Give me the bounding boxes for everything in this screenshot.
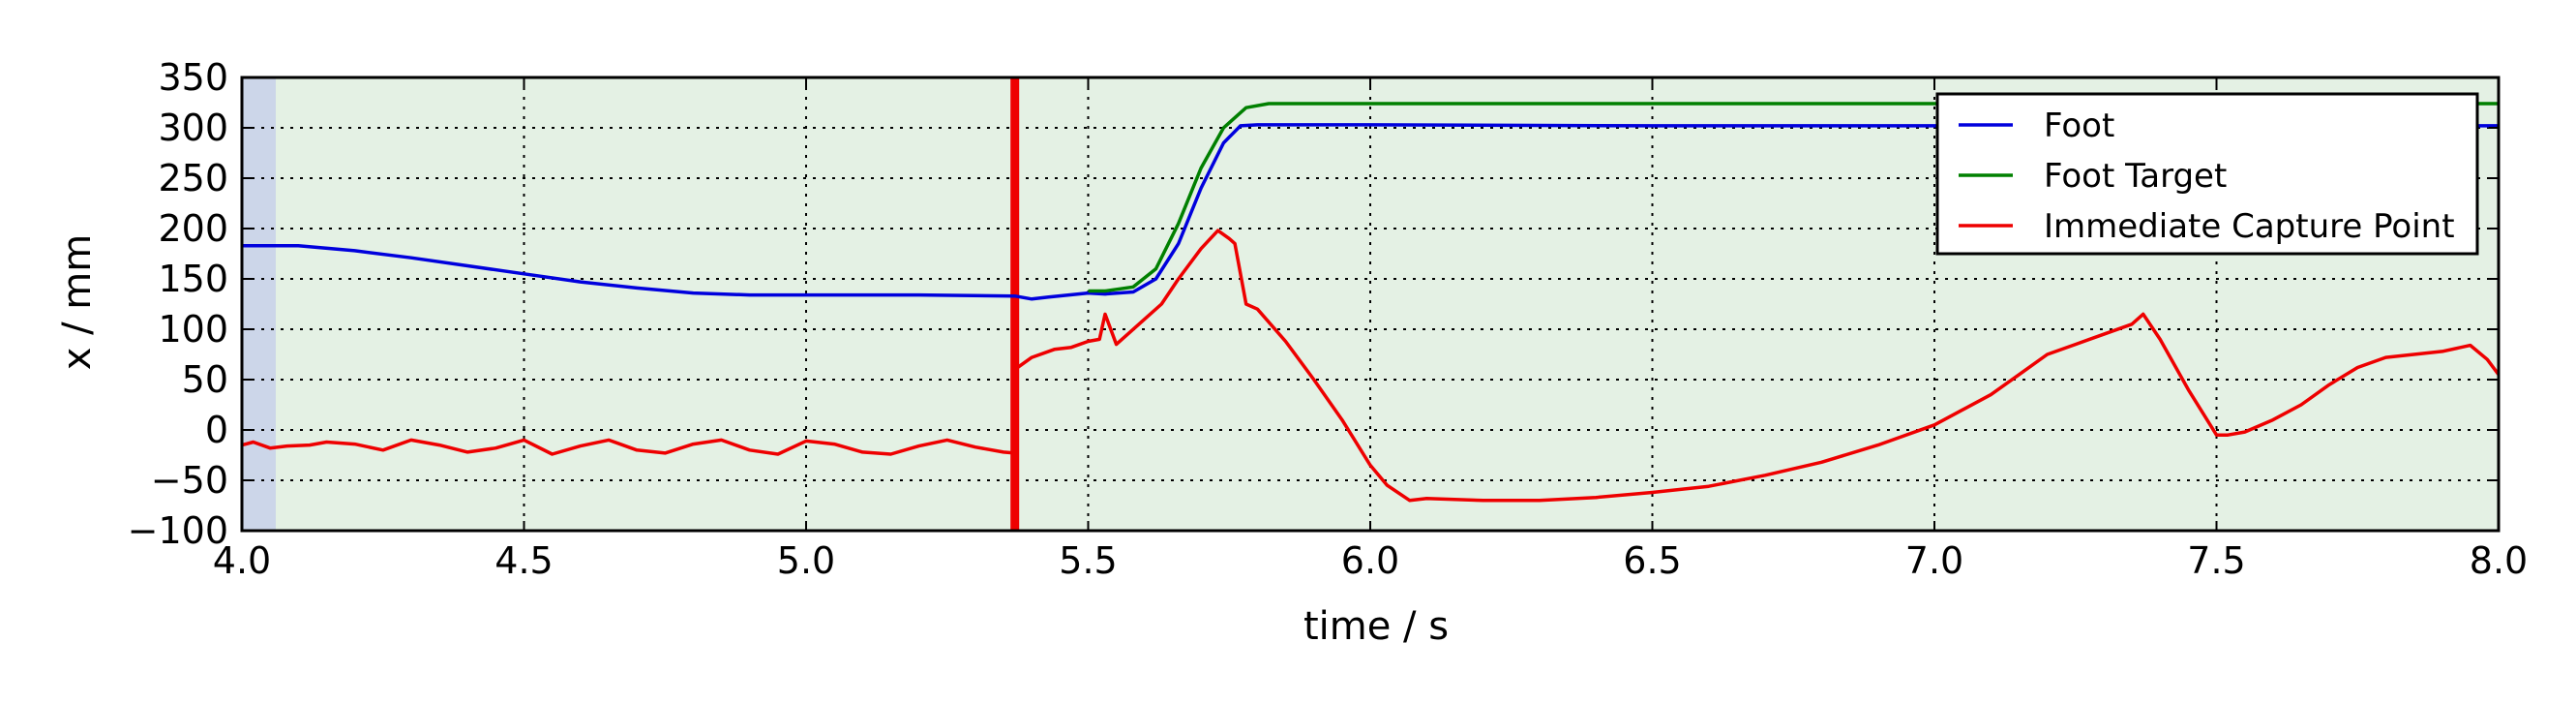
series-line-foot bbox=[242, 123, 2499, 301]
y-axis-label: x / mm bbox=[55, 234, 100, 371]
x-tick-label: 4.5 bbox=[494, 539, 553, 582]
grid bbox=[242, 77, 2499, 531]
y-tick-label: 300 bbox=[158, 107, 228, 149]
legend: Foot Foot Target Immediate Capture Point bbox=[1935, 92, 2479, 256]
series-lines bbox=[241, 102, 2501, 503]
y-tick-label: 100 bbox=[158, 308, 228, 351]
double-support-phase-region bbox=[242, 77, 276, 531]
x-tick-label: 8.0 bbox=[2470, 539, 2528, 582]
legend-label-foot: Foot bbox=[2044, 107, 2114, 145]
y-tick-label: 250 bbox=[158, 157, 228, 199]
x-tick-label: 6.0 bbox=[1341, 539, 1399, 582]
y-tick-label: 350 bbox=[158, 56, 228, 99]
legend-label-foot-target: Foot Target bbox=[2044, 157, 2227, 196]
x-axis-label: time / s bbox=[1303, 604, 1449, 649]
series-line-foot-target bbox=[1088, 102, 2499, 293]
y-tick-label: 0 bbox=[205, 409, 228, 451]
y-tick-label: −100 bbox=[128, 509, 228, 552]
legend-label-immediate-capture-point: Immediate Capture Point bbox=[2044, 207, 2455, 246]
y-tick-label: 150 bbox=[158, 258, 228, 300]
series-line-immediate-capture-point bbox=[241, 229, 2501, 503]
x-tick-label: 7.0 bbox=[1905, 539, 1963, 582]
axis-ticks: 4.0 4.5 5.0 5.5 6.0 6.5 7.0 7.5 8.0 −100 −50 0 50 100… bbox=[128, 56, 2529, 582]
x-tick-label: 7.5 bbox=[2187, 539, 2245, 582]
x-tick-label: 6.5 bbox=[1623, 539, 1681, 582]
y-tick-label: 200 bbox=[158, 207, 228, 250]
x-tick-label: 5.0 bbox=[777, 539, 835, 582]
y-tick-label: −50 bbox=[151, 459, 228, 502]
legend-box bbox=[1935, 92, 2479, 256]
x-tick-label: 5.5 bbox=[1059, 539, 1117, 582]
x-tick-label: 4.0 bbox=[213, 539, 271, 582]
y-tick-label: 50 bbox=[182, 358, 228, 401]
